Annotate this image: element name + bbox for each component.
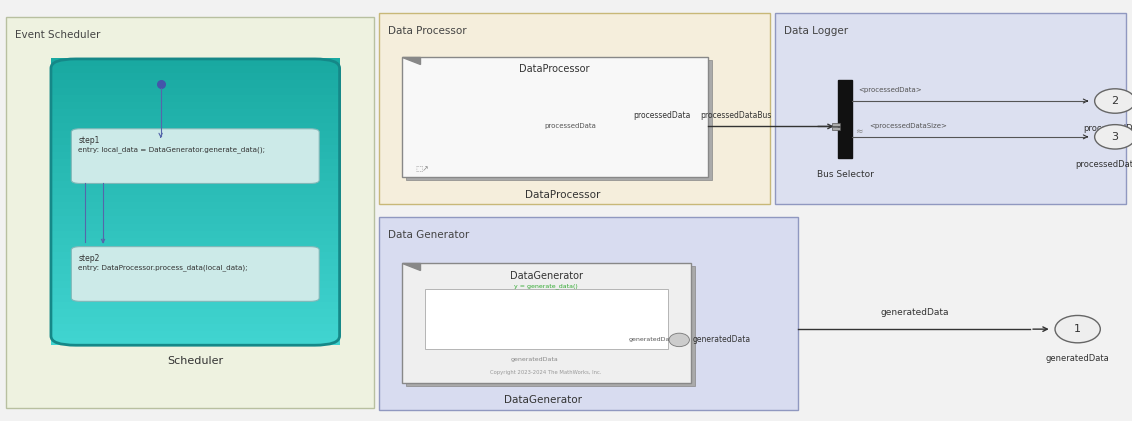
- Bar: [51, 151, 340, 159]
- FancyBboxPatch shape: [379, 13, 770, 204]
- FancyBboxPatch shape: [71, 129, 319, 184]
- Text: generatedData: generatedData: [881, 308, 950, 317]
- Text: Copyright 2023-2024 The MathWorks, Inc.: Copyright 2023-2024 The MathWorks, Inc.: [490, 370, 602, 375]
- FancyBboxPatch shape: [406, 60, 712, 180]
- Bar: [51, 144, 340, 152]
- Bar: [51, 194, 340, 202]
- Text: Scheduler: Scheduler: [168, 356, 223, 366]
- Bar: [51, 266, 340, 274]
- Bar: [51, 323, 340, 331]
- Text: 2: 2: [1112, 96, 1118, 106]
- Text: ≈: ≈: [855, 127, 863, 136]
- Text: 1: 1: [1074, 324, 1081, 334]
- Bar: [51, 87, 340, 95]
- Bar: [832, 127, 840, 130]
- Text: Data Processor: Data Processor: [388, 26, 466, 36]
- Text: DataProcessor: DataProcessor: [525, 190, 601, 200]
- Bar: [51, 237, 340, 245]
- Ellipse shape: [1055, 315, 1100, 343]
- Text: Event Scheduler: Event Scheduler: [15, 30, 100, 40]
- Bar: [51, 130, 340, 138]
- Text: generatedData: generatedData: [511, 357, 559, 362]
- Ellipse shape: [669, 333, 689, 346]
- FancyBboxPatch shape: [6, 17, 374, 408]
- Bar: [51, 101, 340, 109]
- Bar: [51, 72, 340, 80]
- Bar: [51, 208, 340, 216]
- Bar: [51, 273, 340, 281]
- Text: y = generate_data(): y = generate_data(): [514, 283, 578, 289]
- Text: DataProcessor: DataProcessor: [520, 64, 590, 75]
- Bar: [51, 230, 340, 238]
- Bar: [51, 337, 340, 345]
- Text: processedData: processedData: [634, 112, 691, 120]
- Text: <processedDataSize>: <processedDataSize>: [869, 123, 947, 129]
- Text: generatedData: generatedData: [693, 336, 751, 344]
- Text: processedData: processedData: [544, 123, 595, 129]
- FancyBboxPatch shape: [775, 13, 1126, 204]
- FancyBboxPatch shape: [402, 263, 691, 383]
- Text: Data Logger: Data Logger: [784, 26, 849, 36]
- FancyBboxPatch shape: [424, 290, 668, 349]
- Polygon shape: [402, 263, 420, 270]
- Bar: [51, 115, 340, 123]
- Text: <processedData>: <processedData>: [858, 88, 921, 93]
- Text: processedDataBus: processedDataBus: [700, 112, 772, 120]
- Ellipse shape: [1095, 89, 1132, 113]
- Bar: [51, 58, 340, 66]
- Bar: [51, 287, 340, 295]
- Bar: [51, 80, 340, 88]
- Bar: [838, 80, 852, 158]
- FancyBboxPatch shape: [71, 247, 319, 301]
- Ellipse shape: [1095, 125, 1132, 149]
- Bar: [51, 201, 340, 209]
- Bar: [51, 180, 340, 188]
- Bar: [51, 316, 340, 324]
- Bar: [51, 258, 340, 266]
- Bar: [51, 123, 340, 131]
- Bar: [832, 123, 840, 126]
- Bar: [51, 294, 340, 302]
- Text: entry: local_data = DataGenerator.generate_data();: entry: local_data = DataGenerator.genera…: [78, 147, 265, 153]
- FancyBboxPatch shape: [402, 57, 708, 177]
- Text: generatedData: generatedData: [1046, 354, 1109, 363]
- Bar: [51, 187, 340, 195]
- Bar: [51, 65, 340, 73]
- Bar: [51, 165, 340, 173]
- Bar: [51, 244, 340, 252]
- FancyBboxPatch shape: [379, 217, 798, 410]
- Text: generatedData: generatedData: [628, 337, 676, 342]
- Bar: [51, 309, 340, 317]
- Text: DataGenerator: DataGenerator: [509, 271, 583, 281]
- Bar: [51, 223, 340, 231]
- Text: Data Generator: Data Generator: [388, 230, 470, 240]
- Text: processedData: processedData: [1083, 124, 1132, 133]
- Bar: [51, 301, 340, 309]
- Bar: [51, 280, 340, 288]
- Bar: [51, 330, 340, 338]
- Polygon shape: [402, 57, 420, 64]
- Bar: [51, 108, 340, 116]
- Text: ⬚↗: ⬚↗: [415, 164, 429, 173]
- Text: DataGenerator: DataGenerator: [505, 395, 582, 405]
- Text: processedDataSize: processedDataSize: [1074, 160, 1132, 169]
- Bar: [51, 251, 340, 259]
- Bar: [51, 173, 340, 181]
- Bar: [51, 94, 340, 102]
- Bar: [51, 137, 340, 145]
- Text: 3: 3: [1112, 132, 1118, 142]
- Text: step2: step2: [78, 254, 100, 263]
- Bar: [51, 216, 340, 224]
- Text: step1: step1: [78, 136, 100, 145]
- Bar: [51, 158, 340, 166]
- Text: Bus Selector: Bus Selector: [816, 170, 874, 179]
- Text: entry: DataProcessor.process_data(local_data);: entry: DataProcessor.process_data(local_…: [78, 264, 248, 271]
- FancyBboxPatch shape: [406, 266, 695, 386]
